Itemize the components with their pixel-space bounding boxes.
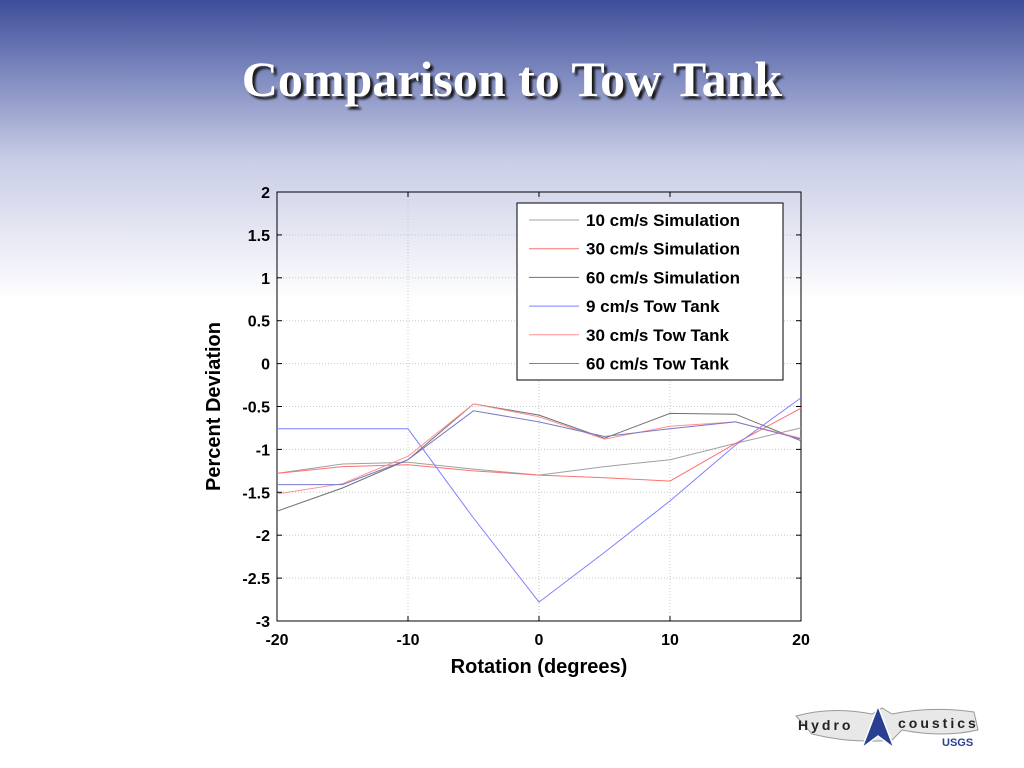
y-tick-label: 0 xyxy=(261,357,270,374)
logo-text-right: coustics xyxy=(898,715,979,731)
y-tick-label: 1.5 xyxy=(248,228,270,245)
hydroacoustics-usgs-logo: Hydro coustics USGS xyxy=(792,700,982,752)
y-tick-label: -2 xyxy=(256,528,270,545)
legend-entry: 30 cm/s Simulation xyxy=(586,240,740,259)
series-line-6 xyxy=(277,410,802,486)
logo-a-mark-icon xyxy=(860,703,896,751)
series-lines xyxy=(276,397,802,603)
x-tick-label: -20 xyxy=(265,632,288,649)
legend-entry: 60 cm/s Simulation xyxy=(586,268,740,287)
series-line-4 xyxy=(277,397,802,603)
y-tick-label: 1 xyxy=(261,271,270,288)
y-tick-label: -1.5 xyxy=(242,485,270,502)
x-tick-label: 10 xyxy=(661,632,679,649)
y-tick-label: 0.5 xyxy=(248,314,270,331)
y-tick-label: -1 xyxy=(256,442,270,459)
y-axis-label: Percent Deviation xyxy=(203,322,225,491)
x-axis-label: Rotation (degrees) xyxy=(451,656,628,678)
legend-entry: 9 cm/s Tow Tank xyxy=(586,297,720,316)
x-tick-label: 20 xyxy=(792,632,810,649)
axis-ticks: -20 -10 0 10 20 -3 -2.5 -2 -1.5 -1 -0.5 0 0.5 1 1.5 2 xyxy=(242,185,810,649)
legend: 10 cm/s Simulation 30 cm/s Simulation 60 c… xyxy=(516,202,784,381)
legend-entry: 10 cm/s Simulation xyxy=(586,211,740,230)
legend-entry: 60 cm/s Tow Tank xyxy=(586,355,730,374)
logo-text-left: Hydro xyxy=(798,717,853,733)
logo-agency: USGS xyxy=(942,737,973,749)
legend-box xyxy=(516,202,784,381)
x-tick-label: 0 xyxy=(535,632,544,649)
series-line-5 xyxy=(276,403,802,495)
legend-entry: 30 cm/s Tow Tank xyxy=(586,326,730,345)
line-chart: -20 -10 0 10 20 -3 -2.5 -2 -1.5 -1 -0.5 0 0.5 1 1.5 2 1… xyxy=(203,185,810,678)
series-line-3 xyxy=(276,403,802,512)
y-tick-label: -2.5 xyxy=(242,571,270,588)
x-tick-label: -10 xyxy=(396,632,419,649)
y-tick-label: -3 xyxy=(256,614,270,631)
slide-title: Comparison to Tow Tank xyxy=(241,51,783,107)
y-tick-label: -0.5 xyxy=(242,400,270,417)
series-line-2 xyxy=(276,407,802,482)
y-tick-label: 2 xyxy=(261,185,270,202)
